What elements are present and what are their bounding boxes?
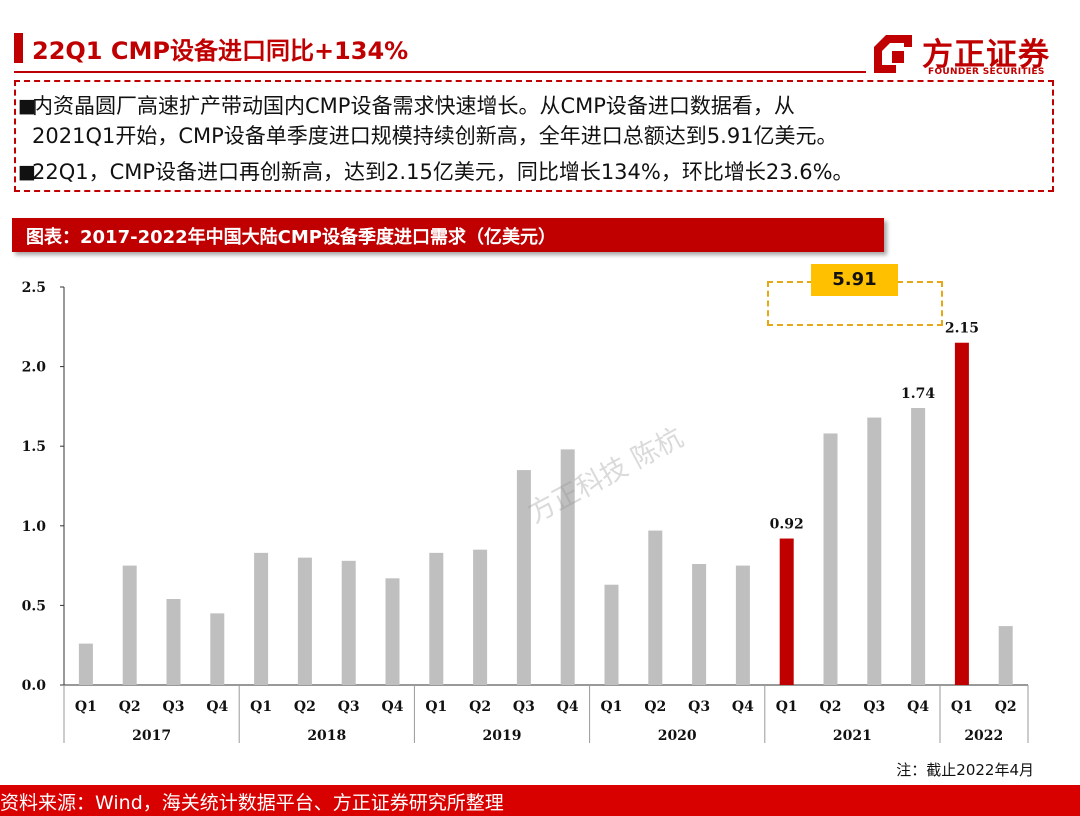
x-tick-label: Q2 <box>995 699 1017 715</box>
year-label-2017: 2017 <box>132 728 171 744</box>
logo-english-name: FOUNDER SECURITIES <box>928 67 1045 77</box>
x-tick-label: Q2 <box>469 699 491 715</box>
bar-2021-Q2 <box>823 433 838 685</box>
bullet-1-line-1: 内资晶圆厂高速扩产带动国内CMP设备需求快速增长。从CMP设备进口数据看，从 <box>32 94 795 118</box>
bar-2019-Q4 <box>560 449 575 685</box>
bar-2018-Q3 <box>341 560 356 685</box>
y-tick-label: 1.0 <box>22 519 47 535</box>
cmp-import-bar-chart: 0.0 0.5 1.0 1.5 2.0 2.5 Q1 Q2 Q3 Q4 2017 Q1 Q2 Q3 Q4 20… <box>22 280 1029 744</box>
bar-2018-Q1 <box>254 552 269 685</box>
bar-2019-Q3 <box>516 470 531 685</box>
data-label-2021-Q4: 1.74 <box>901 386 935 402</box>
bar-2017-Q2 <box>122 565 137 685</box>
bar-2017-Q3 <box>166 599 181 685</box>
source-text: 资料来源：Wind，海关统计数据平台、方正证券研究所整理 <box>0 792 504 814</box>
bar-2020-Q4 <box>735 565 750 685</box>
y-tick-label: 0.5 <box>22 598 46 614</box>
chart-title: 图表：2017-2022年中国大陆CMP设备季度进口需求（亿美元） <box>26 227 556 248</box>
year-label-2020: 2020 <box>658 728 697 744</box>
bar-2021-Q1 <box>779 538 794 685</box>
bar-2022-Q2 <box>998 626 1013 685</box>
data-label-2022-Q1: 2.15 <box>945 321 979 337</box>
bar-2017-Q4 <box>210 613 225 685</box>
x-tick-label: Q2 <box>644 699 666 715</box>
year-label-2022: 2022 <box>964 728 1003 744</box>
bar-2018-Q2 <box>297 557 312 685</box>
x-tick-label: Q3 <box>513 699 535 715</box>
page-title: 22Q1 CMP设备进口同比+134% <box>32 37 409 65</box>
summary-box <box>14 80 1054 192</box>
logo-chinese-name: 方正证券 <box>922 37 1050 73</box>
footnote: 注：截止2022年4月 <box>896 761 1034 779</box>
year-label-2018: 2018 <box>307 728 346 744</box>
bullet-square-icon: ■ <box>18 95 36 117</box>
bullet-2-line-1: 22Q1，CMP设备进口再创新高，达到2.15亿美元，同比增长134%，环比增长… <box>32 160 854 184</box>
bar-2022-Q1 <box>954 342 969 685</box>
logo-mark-icon <box>874 35 912 73</box>
bullet-1-line-2: 2021Q1开始，CMP设备单季度进口规模持续创新高，全年进口总额达到5.91亿… <box>32 124 838 148</box>
bullet-square-icon: ■ <box>18 161 36 183</box>
bar-2021-Q3 <box>867 417 882 685</box>
bar-2018-Q4 <box>385 578 400 685</box>
title-divider <box>14 71 866 73</box>
y-tick-label: 2.0 <box>22 360 47 376</box>
y-tick-label: 0.0 <box>22 678 47 694</box>
x-tick-label: Q3 <box>163 699 185 715</box>
source-bar: 资料来源：Wind，海关统计数据平台、方正证券研究所整理 <box>0 785 1080 816</box>
x-tick-label: Q3 <box>688 699 710 715</box>
x-tick-label: Q3 <box>338 699 360 715</box>
x-tick-label: Q2 <box>820 699 842 715</box>
x-tick-label: Q4 <box>206 699 228 715</box>
founder-securities-logo: 方正证券 FOUNDER SECURITIES <box>872 31 1062 81</box>
bar-2020-Q3 <box>692 564 707 685</box>
bar-2019-Q2 <box>473 549 488 685</box>
y-tick-label: 2.5 <box>22 280 46 296</box>
title-accent-bar <box>14 33 23 63</box>
x-tick-label: Q1 <box>776 699 798 715</box>
x-tick-label: Q3 <box>863 699 885 715</box>
data-label-2021-Q1: 0.92 <box>770 517 804 533</box>
x-tick-label: Q2 <box>119 699 141 715</box>
x-tick-label: Q1 <box>425 699 447 715</box>
y-tick-label: 1.5 <box>22 439 46 455</box>
year-label-2019: 2019 <box>483 728 522 744</box>
x-tick-label: Q4 <box>557 699 579 715</box>
x-tick-label: Q4 <box>382 699 404 715</box>
x-tick-label: Q1 <box>250 699 272 715</box>
x-tick-label: Q1 <box>951 699 973 715</box>
bar-2017-Q1 <box>78 643 93 685</box>
x-tick-label: Q1 <box>75 699 97 715</box>
bar-2019-Q1 <box>429 552 444 685</box>
bar-2021-Q4 <box>911 407 926 685</box>
x-tick-label: Q2 <box>294 699 316 715</box>
x-tick-label: Q1 <box>601 699 623 715</box>
year-label-2021: 2021 <box>833 728 872 744</box>
bar-2020-Q1 <box>604 584 619 685</box>
bar-2020-Q2 <box>648 530 663 685</box>
x-tick-label: Q4 <box>732 699 754 715</box>
annual-total-badge: 5.91 <box>811 264 898 296</box>
chart-title-banner: 图表：2017-2022年中国大陆CMP设备季度进口需求（亿美元） <box>12 218 884 252</box>
x-tick-label: Q4 <box>907 699 929 715</box>
